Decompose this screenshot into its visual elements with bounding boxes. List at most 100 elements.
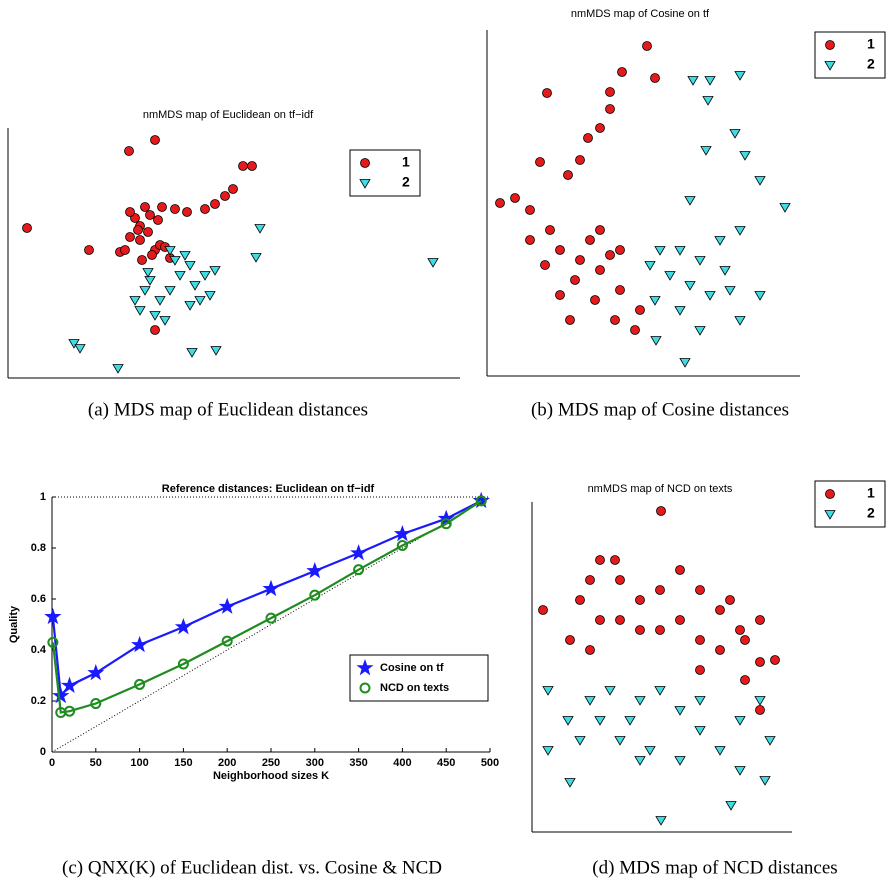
point — [674, 756, 686, 766]
point — [740, 635, 750, 645]
legend-box — [349, 654, 489, 702]
point — [525, 235, 535, 245]
point — [674, 246, 686, 256]
point — [199, 271, 211, 281]
point — [615, 245, 625, 255]
point — [565, 635, 575, 645]
point — [654, 686, 666, 696]
chart-title: nmMDS map of Cosine on tf — [571, 8, 710, 20]
point — [221, 635, 233, 647]
point — [635, 625, 645, 635]
point — [635, 305, 645, 315]
chart-title: nmMDS map of Euclidean on tf−idf — [143, 109, 314, 121]
point — [174, 617, 192, 635]
chart-title: nmMDS map of NCD on texts — [588, 483, 733, 495]
y-tick-label: 1 — [40, 491, 46, 503]
point — [542, 746, 554, 756]
point — [472, 491, 490, 509]
point — [704, 76, 716, 86]
x-tick-label: 150 — [174, 757, 192, 769]
point — [495, 198, 505, 208]
point — [735, 625, 745, 635]
point — [635, 595, 645, 605]
point — [525, 205, 535, 215]
point — [590, 295, 600, 305]
point — [562, 716, 574, 726]
y-axis-label: Quality — [8, 605, 20, 643]
point — [695, 665, 705, 675]
point — [147, 250, 157, 260]
point — [350, 544, 368, 561]
point — [654, 246, 666, 256]
caption: (c) QNX(K) of Euclidean dist. vs. Cosine… — [62, 857, 442, 878]
point — [133, 225, 143, 235]
point — [719, 266, 731, 276]
point — [754, 176, 766, 186]
point — [656, 506, 666, 516]
point — [605, 250, 615, 260]
point — [112, 364, 124, 374]
point — [74, 344, 86, 354]
point — [440, 518, 452, 530]
point — [44, 607, 62, 625]
point — [565, 315, 575, 325]
point — [144, 276, 156, 286]
point — [595, 123, 605, 133]
legend-label: 1 — [867, 485, 875, 501]
y-tick-label: 0 — [40, 746, 46, 758]
point — [650, 336, 662, 346]
point — [655, 816, 667, 826]
point — [575, 155, 585, 165]
point — [674, 306, 686, 316]
point — [309, 589, 321, 601]
point — [754, 696, 766, 706]
point — [694, 726, 706, 736]
point — [542, 88, 552, 98]
point — [605, 104, 615, 114]
point — [125, 207, 135, 217]
point — [615, 615, 625, 625]
point — [724, 286, 736, 296]
point — [734, 71, 746, 81]
legend-label: 1 — [867, 36, 875, 52]
point — [700, 146, 712, 156]
point — [740, 675, 750, 685]
point — [134, 678, 146, 690]
legend-label: 2 — [402, 174, 410, 190]
point — [186, 348, 198, 358]
point — [170, 204, 180, 214]
point — [655, 625, 665, 635]
point — [179, 251, 191, 261]
point — [154, 296, 166, 306]
legend-label: 1 — [402, 154, 410, 170]
point — [52, 686, 70, 704]
point — [184, 301, 196, 311]
point — [644, 261, 656, 271]
point — [675, 565, 685, 575]
point — [684, 281, 696, 291]
point — [664, 271, 676, 281]
point — [674, 706, 686, 716]
legend-label: 2 — [867, 56, 875, 72]
point — [624, 716, 636, 726]
point — [734, 716, 746, 726]
legend-label: Cosine on tf — [380, 662, 444, 674]
point — [210, 199, 220, 209]
point — [164, 286, 176, 296]
point — [583, 133, 593, 143]
point — [725, 595, 735, 605]
legend-marker — [824, 510, 836, 520]
point — [210, 346, 222, 356]
point — [779, 203, 791, 213]
legend-marker — [360, 158, 370, 168]
point — [228, 184, 238, 194]
x-tick-label: 350 — [349, 757, 367, 769]
point — [262, 579, 280, 597]
point — [84, 245, 94, 255]
x-tick-label: 50 — [90, 757, 102, 769]
x-tick-label: 100 — [130, 757, 148, 769]
point — [254, 224, 266, 234]
point — [595, 555, 605, 565]
point — [510, 193, 520, 203]
